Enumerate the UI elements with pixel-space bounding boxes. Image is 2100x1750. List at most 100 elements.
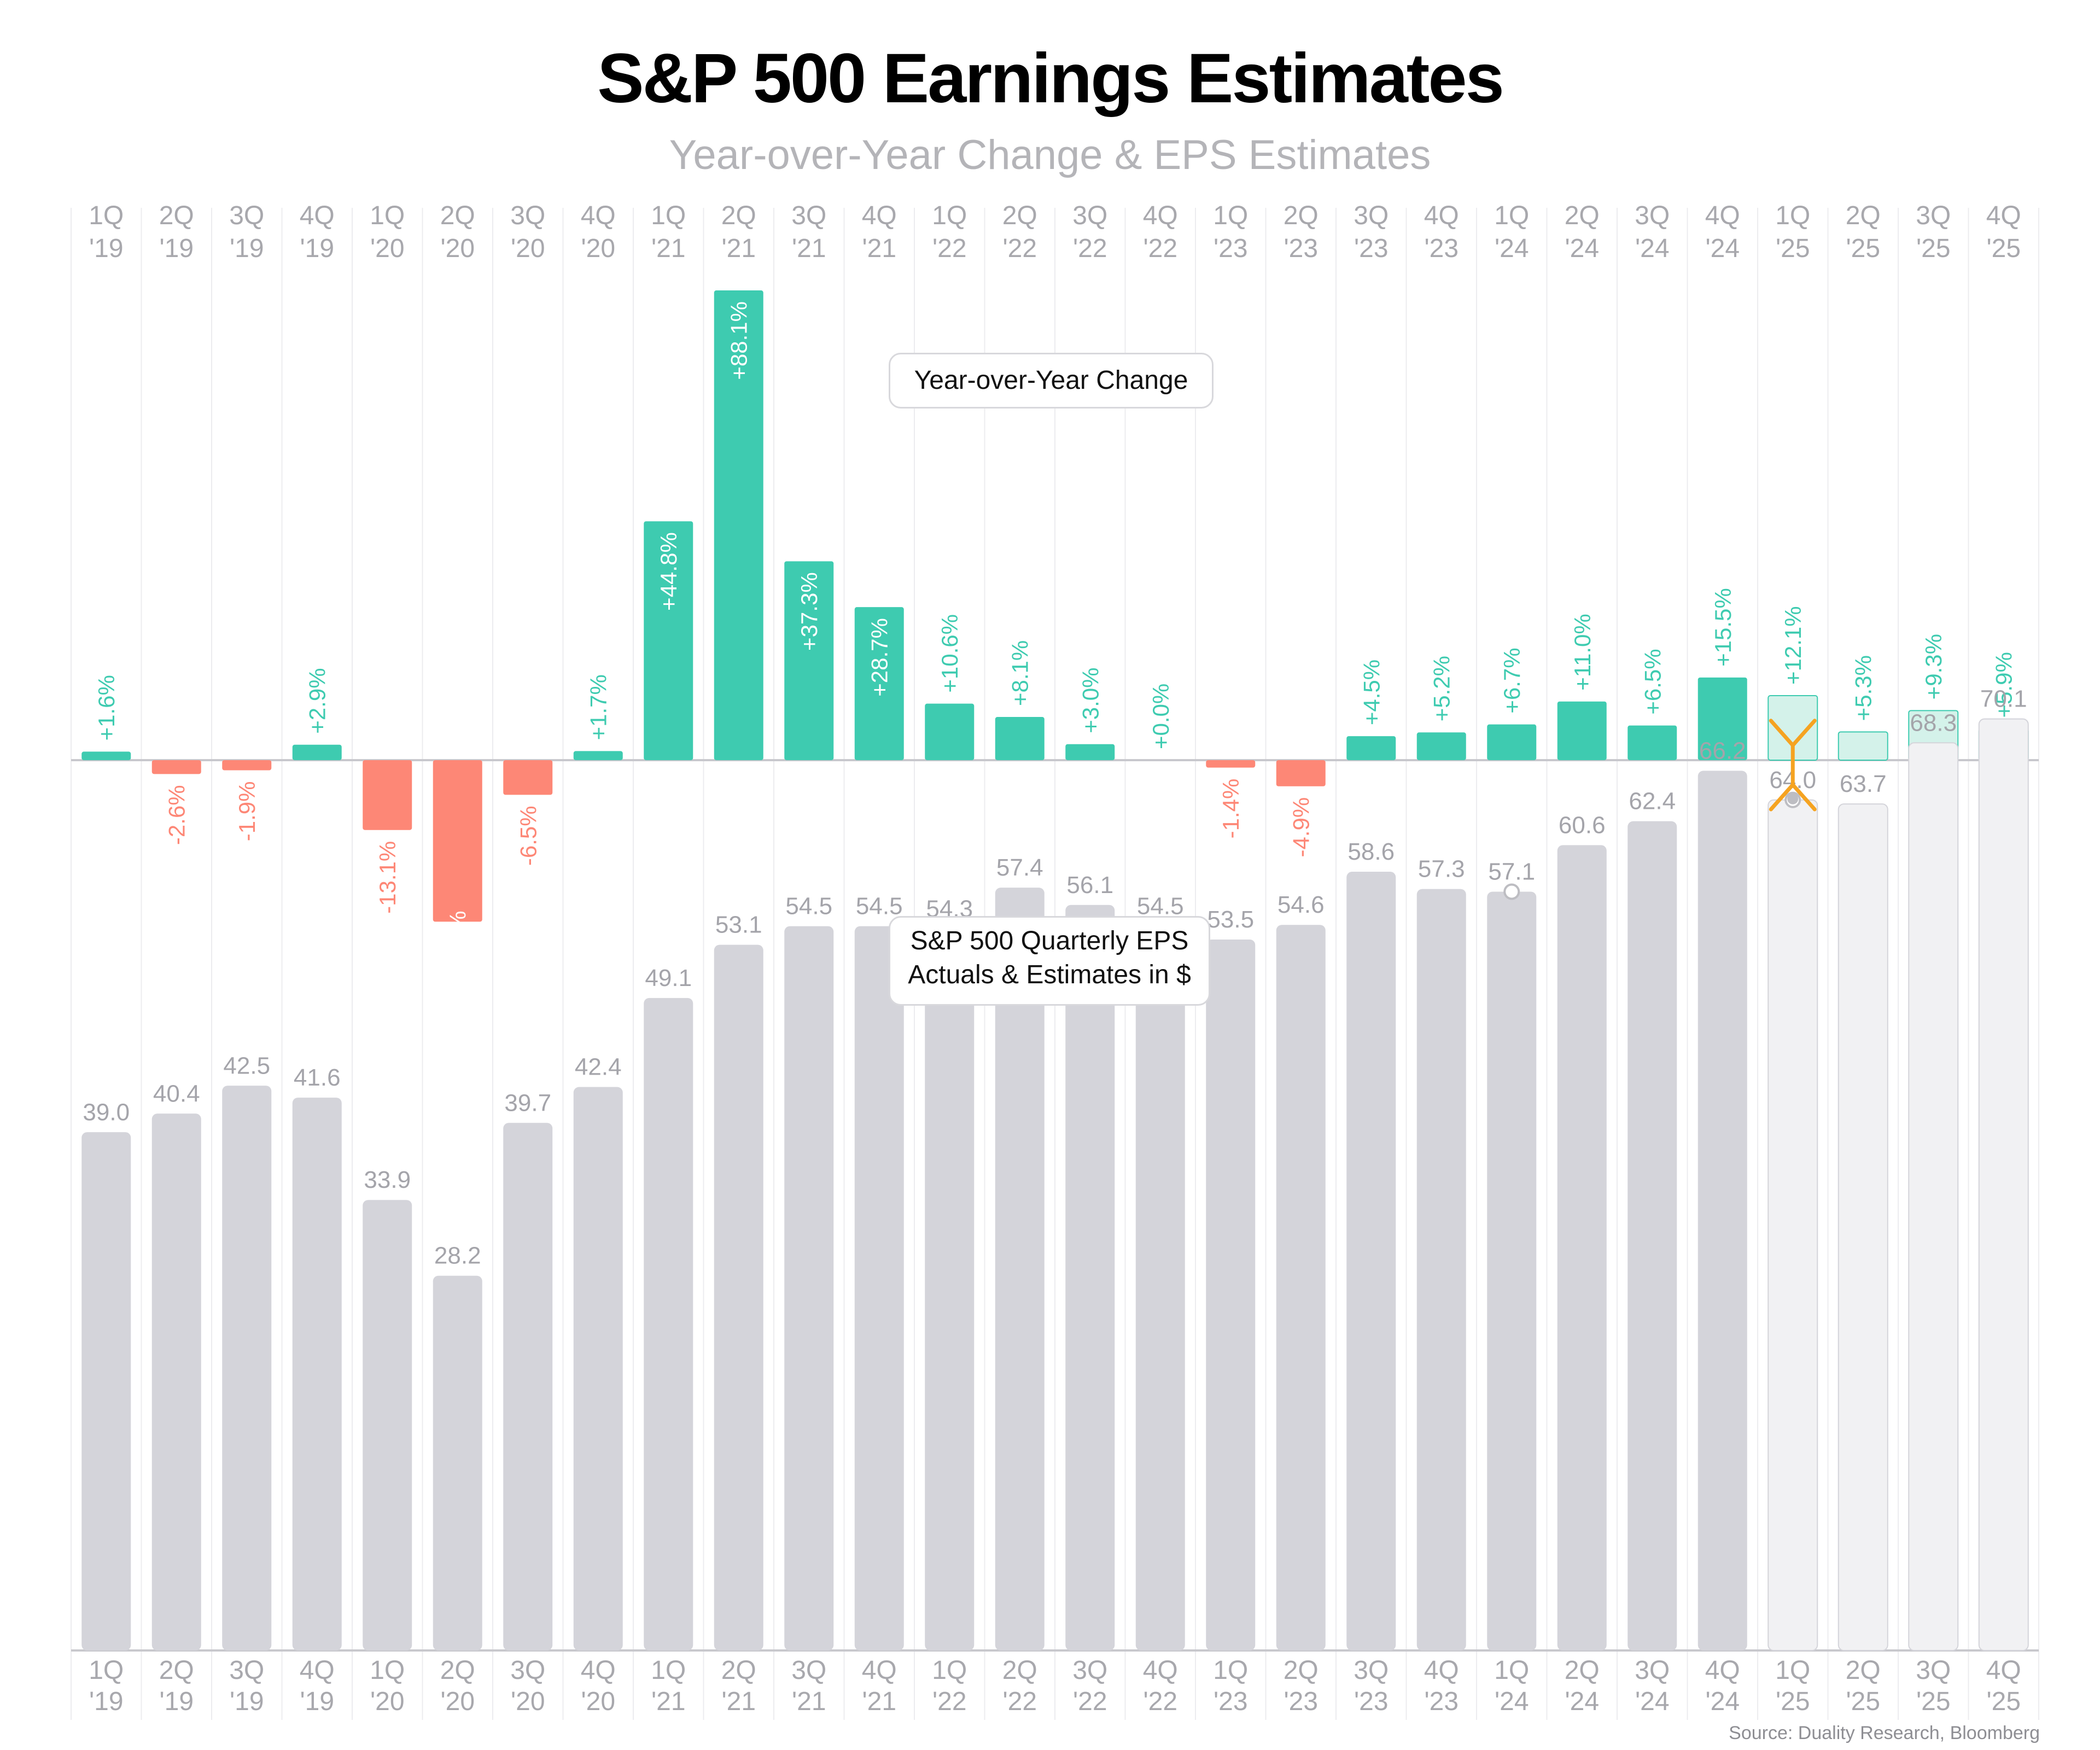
yoy-value-label: -1.9% (234, 781, 260, 842)
top-tick-label: '21 (862, 234, 896, 263)
yoy-bar (1416, 732, 1466, 760)
yoy-value-label: +2.9% (305, 668, 330, 733)
top-tick-label: 4Q (300, 201, 335, 230)
top-tick-label: '20 (511, 234, 545, 263)
bottom-tick-label: 2Q (721, 1656, 756, 1685)
tick-labels: 1Q'191Q'192Q'192Q'193Q'193Q'194Q'194Q'19… (89, 201, 2021, 1716)
bottom-tick-label: '24 (1705, 1687, 1740, 1716)
bottom-tick-label: 4Q (581, 1656, 616, 1685)
eps-bar (784, 926, 834, 1650)
yoy-value-label: +37.3% (796, 572, 822, 651)
bottom-tick-label: '20 (440, 1687, 475, 1716)
yoy-value-label: +11.0% (1570, 614, 1595, 691)
gridlines (71, 208, 2039, 1720)
top-tick-label: '19 (89, 234, 124, 263)
top-tick-label: 3Q (229, 201, 264, 230)
highlight-point (1503, 883, 1520, 900)
eps-bar (925, 929, 975, 1650)
arrow-head-up (1769, 783, 1817, 812)
yoy-bar (995, 717, 1045, 760)
eps-bar (1206, 939, 1256, 1650)
bottom-tick-label: 4Q (300, 1656, 335, 1685)
top-tick-label: '22 (1143, 234, 1177, 263)
bottom-tick-label: 1Q (89, 1656, 124, 1685)
yoy-value-label: +4.5% (1358, 660, 1384, 725)
eps-value-label: 63.7 (1840, 771, 1887, 797)
bottom-tick-label: 3Q (1072, 1656, 1107, 1685)
top-tick-label: '19 (300, 234, 334, 263)
bottom-tick-label: '24 (1565, 1687, 1599, 1716)
eps-value-label: 42.4 (575, 1054, 622, 1081)
top-tick-label: 3Q (791, 201, 826, 230)
eps-bar (433, 1275, 482, 1650)
yoy-bar (1065, 744, 1115, 760)
top-tick-label: 1Q (1213, 201, 1248, 230)
eps-bar (81, 1132, 131, 1650)
top-tick-label: '21 (792, 234, 826, 263)
highlight-point-dot (1787, 793, 1799, 804)
yoy-bar (151, 760, 201, 774)
bottom-tick-label: 4Q (1424, 1656, 1459, 1685)
yoy-bar (784, 561, 834, 760)
top-tick-label: 4Q (1705, 201, 1740, 230)
yoy-bar (1206, 760, 1256, 768)
top-tick-label: '23 (1354, 234, 1389, 263)
top-tick-label: '25 (1846, 234, 1880, 263)
top-tick-label: 4Q (581, 201, 616, 230)
top-tick-label: '25 (1776, 234, 1810, 263)
source-note: Source: Duality Research, Bloomberg (1729, 1723, 2040, 1743)
eps-bar (1908, 742, 1959, 1651)
bottom-tick-label: '21 (862, 1687, 896, 1716)
bottom-tick-label: '21 (721, 1687, 756, 1716)
bottom-tick-label: 1Q (1494, 1656, 1529, 1685)
eps-bar (1487, 891, 1537, 1650)
bottom-tick-label: 4Q (862, 1656, 897, 1685)
eps-bar (1276, 925, 1326, 1650)
top-tick-label: 2Q (159, 201, 194, 230)
top-tick-label: '24 (1635, 234, 1670, 263)
yoy-value-label: +12.1% (1780, 606, 1806, 685)
top-tick-label: '22 (1002, 234, 1037, 263)
top-tick-label: 4Q (862, 201, 897, 230)
yoy-value-label: -1.4% (1218, 779, 1244, 839)
yoy-bars (81, 290, 2029, 922)
eps-bar (1135, 926, 1185, 1650)
eps-value-label: 57.4 (996, 854, 1043, 881)
bottom-tick-label: '23 (1424, 1687, 1459, 1716)
eps-bar (644, 998, 693, 1650)
bottom-tick-label: '19 (230, 1687, 264, 1716)
top-tick-label: 2Q (1565, 201, 1600, 230)
eps-bar (1557, 845, 1607, 1650)
bottom-tick-label: 1Q (651, 1656, 686, 1685)
yoy-bar (433, 760, 482, 922)
yoy-value-label: -30.3% (445, 911, 471, 983)
bottom-tick-label: '23 (1354, 1687, 1389, 1716)
chart-subtitle: Year-over-Year Change & EPS Estimates (669, 132, 1431, 178)
yoy-value-label: +88.1% (726, 301, 752, 380)
bottom-tick-label: '25 (1986, 1687, 2021, 1716)
eps-value-label: 54.6 (1278, 891, 1325, 918)
bottom-tick-label: '25 (1776, 1687, 1810, 1716)
yoy-bar (292, 744, 342, 760)
top-tick-label: 1Q (651, 201, 686, 230)
yoy-bar (363, 760, 412, 830)
eps-value-label: 56.1 (1066, 872, 1113, 899)
yoy-value-label: +6.7% (1499, 648, 1525, 713)
yoy-value-label: +5.2% (1429, 656, 1455, 721)
eps-value-label: 54.5 (785, 893, 832, 920)
yoy-bar (1698, 677, 1747, 760)
top-tick-label: '22 (1073, 234, 1107, 263)
top-tick-label: 4Q (1986, 201, 2021, 230)
eps-bar (1768, 799, 1818, 1651)
bottom-tick-label: 2Q (1846, 1656, 1881, 1685)
top-tick-label: '24 (1495, 234, 1529, 263)
yoy-value-label: +3.0% (1077, 667, 1103, 733)
eps-value-label: 54.5 (1137, 893, 1184, 920)
eps-bar (1346, 872, 1396, 1650)
top-tick-label: '25 (1916, 234, 1951, 263)
eps-bar (1628, 821, 1677, 1650)
eps-value-label: 68.3 (1910, 709, 1957, 736)
top-tick-label: '19 (230, 234, 264, 263)
eps-value-label: 53.5 (1207, 906, 1254, 933)
